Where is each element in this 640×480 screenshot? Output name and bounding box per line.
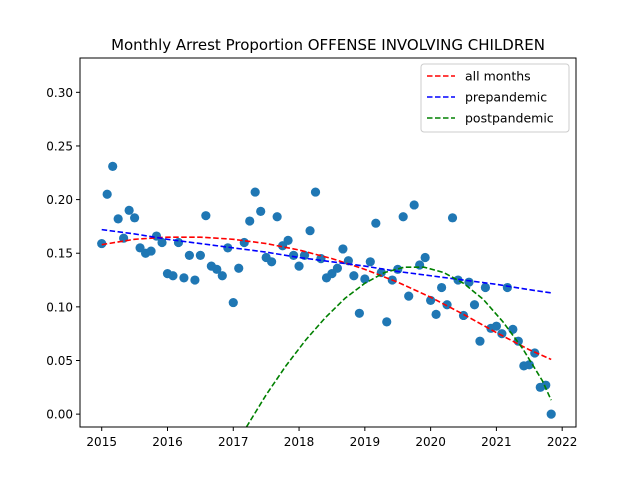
legend-label-postpandemic: postpandemic <box>465 111 554 126</box>
data-point <box>97 238 107 249</box>
x-tick-label: 2022 <box>547 435 578 449</box>
data-point <box>469 300 480 310</box>
plot-area <box>97 161 556 427</box>
data-point <box>195 250 205 260</box>
data-point <box>113 214 123 224</box>
legend-label-prepandemic: prepandemic <box>465 90 547 105</box>
data-point <box>245 216 255 226</box>
chart-title: Monthly Arrest Proportion OFFENSE INVOLV… <box>111 36 545 54</box>
data-point <box>502 282 512 293</box>
data-point <box>305 226 315 236</box>
data-point <box>217 271 227 281</box>
y-tick-label: 0.15 <box>46 247 73 261</box>
data-point <box>437 282 447 293</box>
data-point <box>343 256 353 266</box>
data-point <box>415 260 425 270</box>
y-tick-label: 0.30 <box>46 86 73 100</box>
data-point <box>524 360 534 370</box>
data-point <box>250 187 260 197</box>
data-point <box>108 161 118 171</box>
data-point <box>267 257 277 267</box>
data-point <box>146 246 156 256</box>
data-point <box>354 308 364 318</box>
x-tick-label: 2017 <box>218 435 249 449</box>
data-point <box>234 263 244 273</box>
data-point <box>382 317 392 327</box>
data-point <box>365 257 375 267</box>
data-point <box>497 329 507 339</box>
data-point <box>173 237 184 248</box>
data-point <box>212 264 222 274</box>
data-point <box>316 253 326 264</box>
data-point <box>283 235 293 245</box>
data-point <box>157 237 167 248</box>
data-point <box>179 273 189 283</box>
data-point <box>508 324 518 334</box>
data-point <box>294 261 304 271</box>
data-point <box>475 336 485 346</box>
data-point <box>491 321 502 331</box>
y-tick-label: 0.10 <box>46 300 73 314</box>
y-tick-label: 0.25 <box>46 139 73 153</box>
axes-frame <box>79 57 577 428</box>
data-point <box>256 206 266 216</box>
data-point <box>310 187 321 197</box>
data-point <box>338 244 348 254</box>
y-tick-label: 0.00 <box>46 408 73 422</box>
x-tick-label: 2020 <box>415 435 446 449</box>
data-point <box>480 282 491 293</box>
data-point <box>223 243 233 253</box>
data-point <box>184 250 194 260</box>
data-point <box>168 271 178 281</box>
legend: all months prepandemic postpandemic <box>420 63 570 133</box>
data-point <box>541 380 551 390</box>
data-point <box>272 212 282 222</box>
legend-box <box>420 63 570 133</box>
x-tick-label: 2021 <box>481 435 512 449</box>
data-point <box>129 213 140 223</box>
data-point <box>239 237 249 248</box>
data-point <box>124 205 134 215</box>
data-point <box>546 409 556 419</box>
data-point <box>409 200 419 210</box>
y-tick-label: 0.20 <box>46 193 73 207</box>
data-point <box>420 252 430 263</box>
x-tick-label: 2019 <box>350 435 381 449</box>
data-point <box>228 297 238 308</box>
data-point <box>360 274 370 284</box>
data-point <box>201 211 211 221</box>
data-point <box>404 291 414 301</box>
data-point <box>447 213 458 223</box>
series-line-all-months <box>101 236 552 361</box>
x-tick-label: 2018 <box>284 435 315 449</box>
data-point <box>102 189 112 199</box>
data-point <box>431 309 441 319</box>
data-point <box>288 250 299 260</box>
axes: 2015 2016 2017 2018 2019 2020 2021 2022 0.00 0.05… <box>46 57 578 449</box>
data-point <box>332 263 343 273</box>
data-point <box>371 218 381 228</box>
data-point <box>190 275 200 285</box>
x-tick-label: 2016 <box>152 435 183 449</box>
legend-label-all-months: all months <box>465 69 531 84</box>
series-line-prepandemic <box>101 228 552 294</box>
data-point <box>398 212 408 222</box>
y-tick-label: 0.05 <box>46 354 73 368</box>
x-tick-label: 2015 <box>86 435 117 449</box>
data-point <box>349 271 359 281</box>
plot-content <box>97 161 556 427</box>
